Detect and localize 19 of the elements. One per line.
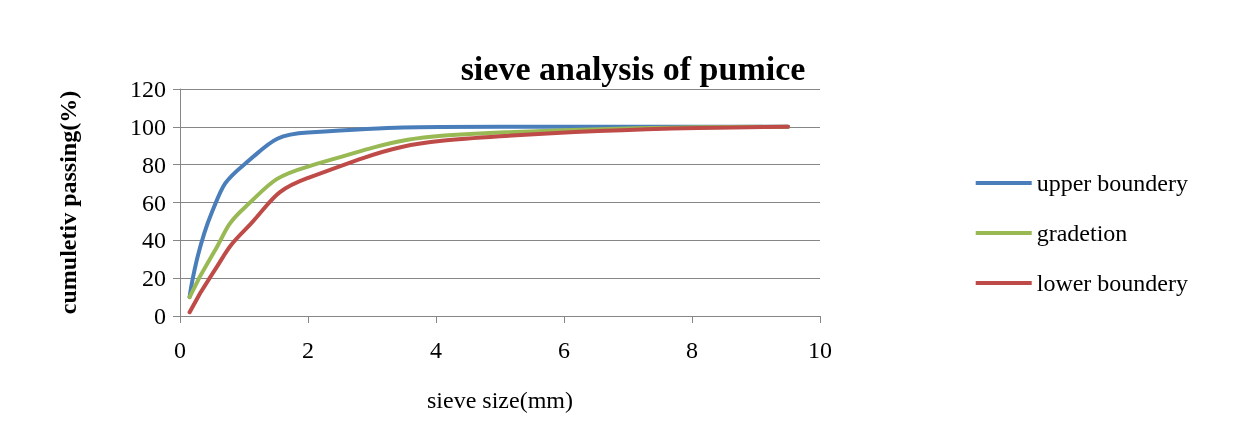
y-tick-label: 0 (154, 303, 166, 329)
x-tick-label: 6 (558, 337, 570, 363)
chart-title: sieve analysis of pumice (460, 49, 806, 87)
legend-label: upper boundery (1036, 170, 1189, 196)
y-tick-label: 120 (130, 76, 166, 102)
legend-label: lower boundery (1036, 270, 1189, 296)
x-tick-label: 0 (174, 337, 186, 363)
y-tick-label: 20 (142, 265, 166, 292)
y-axis-title: cumuletiv passing(%) (55, 90, 81, 315)
x-tick-label: 8 (686, 337, 698, 363)
y-tick-label: 80 (142, 151, 166, 178)
x-tick-label: 2 (302, 337, 314, 363)
y-tick-label: 40 (142, 227, 166, 254)
x-tick-label: 4 (430, 337, 442, 363)
x-tick-label: 10 (808, 337, 832, 363)
y-tick-label: 60 (142, 189, 166, 216)
x-axis-title: sieve size(mm) (427, 387, 573, 413)
legend-label: gradetion (1036, 220, 1128, 246)
y-tick-label: 100 (130, 113, 166, 140)
